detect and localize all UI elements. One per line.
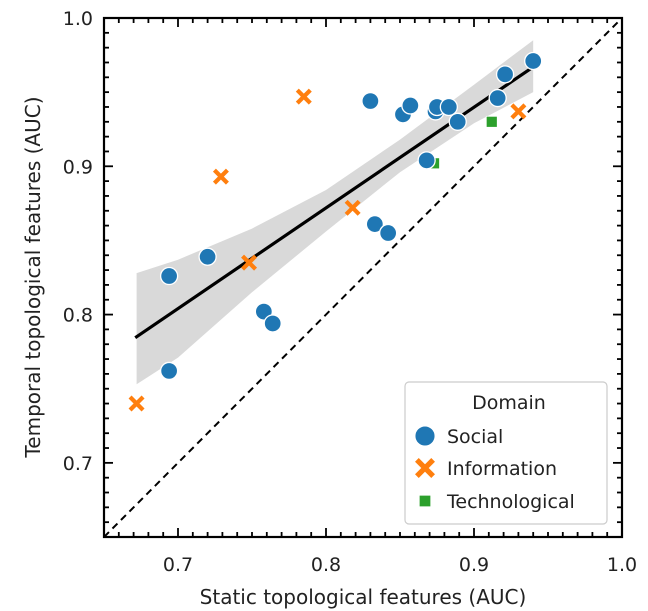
y-tick-label: 0.8 bbox=[63, 305, 93, 327]
legend-title: Domain bbox=[472, 392, 546, 414]
social-point bbox=[263, 314, 282, 333]
regression-line bbox=[134, 64, 536, 340]
legend-social-marker bbox=[414, 425, 436, 447]
y-tick-label: 1.0 bbox=[63, 8, 93, 30]
social-point bbox=[365, 214, 384, 234]
reference-diagonal-line bbox=[104, 18, 622, 537]
plot-frame bbox=[102, 16, 624, 539]
social-point bbox=[379, 223, 398, 243]
social-point bbox=[448, 112, 467, 131]
legend-box bbox=[404, 381, 608, 525]
plot-area bbox=[104, 18, 622, 537]
social-point bbox=[361, 91, 380, 111]
technological-point bbox=[485, 115, 498, 128]
x-axis-label: Static topological features (AUC) bbox=[200, 585, 527, 609]
information-point bbox=[344, 199, 361, 216]
information-point bbox=[212, 168, 229, 185]
x-tick-label: 0.8 bbox=[311, 554, 341, 576]
axes: 0.7 0.8 0.9 1.0 0.7 0.8 0.9 1.0 bbox=[63, 8, 637, 576]
social-point bbox=[417, 151, 436, 170]
information-point bbox=[128, 395, 145, 412]
information-point bbox=[295, 88, 312, 105]
x-tick-label: 1.0 bbox=[607, 554, 637, 576]
legend-information-marker bbox=[415, 458, 435, 478]
y-tick-label: 0.7 bbox=[63, 453, 93, 475]
y-axis-label: Temporal topological features (AUC) bbox=[21, 96, 45, 458]
legend-technological-marker bbox=[418, 494, 432, 508]
social-point bbox=[159, 266, 179, 286]
legend-technological-label: Technological bbox=[446, 491, 575, 513]
social-point bbox=[159, 361, 179, 381]
y-tick-label: 0.9 bbox=[63, 156, 93, 178]
social-point bbox=[488, 88, 507, 108]
social-point bbox=[401, 96, 420, 115]
legend-information-label: Information bbox=[447, 458, 557, 480]
legend: Domain Social Information Technological bbox=[404, 381, 608, 525]
social-point bbox=[524, 51, 543, 71]
social-point bbox=[198, 247, 217, 266]
confidence-band bbox=[136, 40, 534, 385]
social-point bbox=[439, 97, 458, 117]
information-point bbox=[510, 103, 527, 120]
social-point bbox=[495, 65, 515, 84]
x-tick-label: 0.7 bbox=[163, 554, 193, 576]
legend-social-label: Social bbox=[447, 426, 503, 448]
information-point bbox=[241, 254, 258, 271]
x-tick-label: 0.9 bbox=[459, 554, 489, 576]
